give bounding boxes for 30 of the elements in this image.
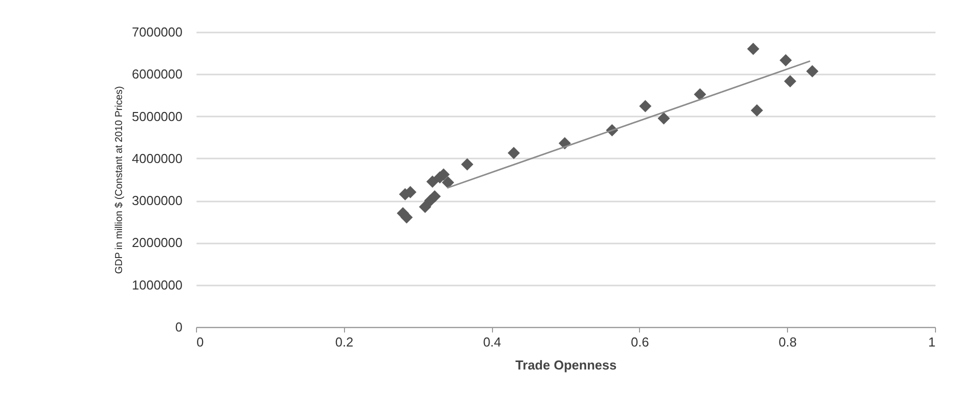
point [658,112,670,125]
y-tick-label: 4000000 [132,150,182,166]
x-tick-label: 1 [928,334,936,350]
x-tick-label: 0.6 [630,334,649,350]
y-tick-label: 1000000 [132,277,182,292]
point [747,42,760,55]
y-tick-label: 3000000 [132,193,182,208]
point [461,158,474,170]
y-axis-title: GDP in million $ (Constant at 2010 Prices) [114,86,125,274]
point [784,75,796,88]
point [442,176,454,189]
point [639,100,652,112]
point [750,104,764,117]
x-tick-label: 0.4 [483,334,502,350]
x-axis-title: Trade Openness [515,358,617,372]
point [780,54,792,66]
point [418,200,432,214]
point [806,65,818,78]
point [694,88,706,100]
y-tick-label: 5000000 [132,108,182,124]
y-tick-label: 6000000 [132,66,182,82]
y-tick-label: 0 [175,320,182,334]
x-tick-label: 0 [196,334,204,350]
point [508,146,520,160]
point [428,190,441,202]
y-tick-label: 7000000 [132,24,182,40]
point [426,175,439,188]
x-tick-label: 0.2 [335,334,354,350]
x-tick-label: 0.8 [778,334,797,350]
y-tick-label: 2000000 [132,235,182,250]
